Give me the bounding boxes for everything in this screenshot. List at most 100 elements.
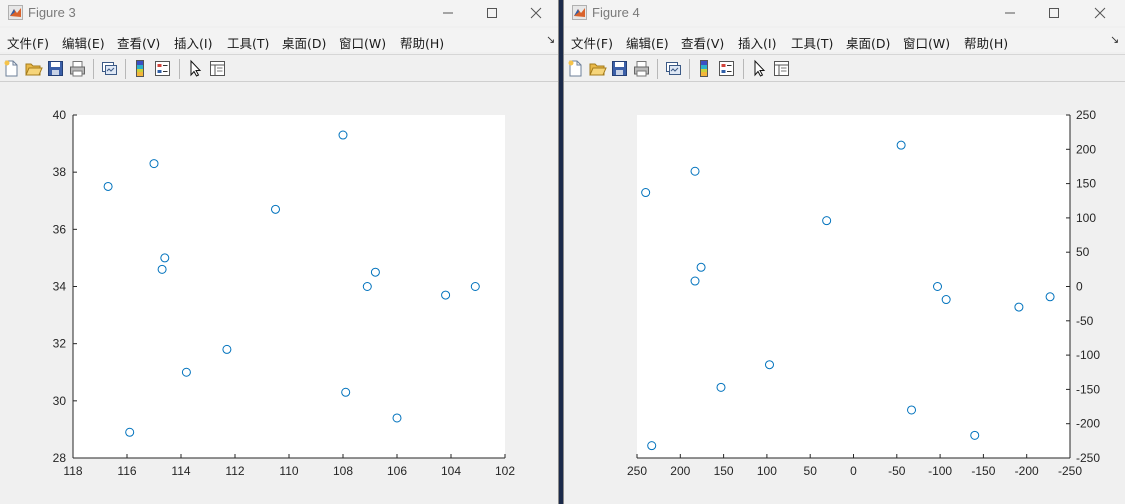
- data-point-8[interactable]: [338, 130, 348, 140]
- data-point-12[interactable]: [392, 413, 402, 423]
- minimize-button[interactable]: [988, 0, 1032, 26]
- menu-tools[interactable]: 工具(T): [791, 36, 834, 51]
- y-tick-label: -250: [1076, 451, 1100, 465]
- menu-window[interactable]: 窗口(W): [339, 36, 387, 51]
- toolbar-separator: [743, 59, 744, 79]
- data-point-7[interactable]: [822, 216, 832, 226]
- data-point-14[interactable]: [470, 282, 480, 291]
- title-bar[interactable]: Figure 3: [0, 0, 558, 26]
- colorbar-icon[interactable]: [131, 59, 150, 78]
- data-point-3[interactable]: [690, 276, 700, 286]
- data-point-10[interactable]: [362, 282, 372, 291]
- data-point-0[interactable]: [641, 188, 651, 198]
- menu-edit[interactable]: 编辑(E): [626, 36, 669, 51]
- data-point-0[interactable]: [103, 181, 113, 191]
- y-tick-label: 50: [1076, 245, 1090, 259]
- menu-tools[interactable]: 工具(T): [227, 36, 270, 51]
- print-icon[interactable]: [632, 59, 651, 78]
- menu-insert[interactable]: 插入(I): [738, 36, 777, 51]
- menu-bar: 文件(F) 编辑(E) 查看(V) 插入(I) 工具(T) 桌面(D) 窗口(W…: [564, 28, 1125, 52]
- data-point-3[interactable]: [157, 264, 167, 274]
- y-tick-label: 30: [53, 394, 67, 408]
- save-icon[interactable]: [610, 59, 629, 78]
- data-point-12[interactable]: [970, 430, 980, 440]
- link-plot-icon[interactable]: [664, 59, 683, 78]
- data-point-10[interactable]: [933, 282, 943, 291]
- menu-view[interactable]: 查看(V): [681, 36, 725, 51]
- x-tick-label: 200: [670, 464, 690, 478]
- print-icon[interactable]: [68, 59, 87, 78]
- scatter-plot-figure3[interactable]: 118 116 114 112 110 108 106 104 102 28 30 32 34 36 38 4…: [0, 83, 559, 504]
- maximize-button[interactable]: [470, 0, 514, 26]
- data-point-11[interactable]: [941, 295, 951, 305]
- data-point-1[interactable]: [690, 166, 700, 176]
- data-point-6[interactable]: [222, 344, 232, 354]
- colorbar-icon[interactable]: [695, 59, 714, 78]
- x-tick-label: -200: [1015, 464, 1039, 478]
- maximize-button[interactable]: [1032, 0, 1076, 26]
- figure-canvas[interactable]: 250 200 150 100 50 0 -50 -100 -150 -200 -250 250 200…: [564, 83, 1125, 504]
- property-editor-icon[interactable]: [208, 59, 227, 78]
- data-point-8[interactable]: [896, 140, 906, 150]
- legend-icon[interactable]: [153, 59, 172, 78]
- x-tick-label: 50: [804, 464, 818, 478]
- data-point-13[interactable]: [441, 290, 451, 300]
- x-tick-label: -250: [1058, 464, 1082, 478]
- close-button[interactable]: [1078, 0, 1122, 26]
- plot-area[interactable]: [73, 115, 505, 458]
- scatter-plot-figure4[interactable]: 250 200 150 100 50 0 -50 -100 -150 -200 -250 250 200…: [564, 83, 1125, 504]
- new-figure-icon[interactable]: [2, 59, 21, 78]
- y-tick-label: 34: [53, 280, 67, 294]
- data-point-13[interactable]: [1014, 302, 1024, 312]
- menu-help[interactable]: 帮助(H): [400, 36, 445, 51]
- y-tick-label: -100: [1076, 348, 1100, 362]
- data-point-4[interactable]: [647, 441, 657, 451]
- data-point-11[interactable]: [370, 267, 380, 277]
- property-editor-icon[interactable]: [772, 59, 791, 78]
- y-tick-label: 100: [1076, 211, 1096, 225]
- figure-canvas[interactable]: 118 116 114 112 110 108 106 104 102 28 30 32 34 36 38 4…: [0, 83, 558, 504]
- x-tick-label: -50: [888, 464, 906, 478]
- open-icon[interactable]: [588, 59, 607, 78]
- menu-bar: 文件(F) 编辑(E) 查看(V) 插入(I) 工具(T) 桌面(D) 窗口(W…: [0, 28, 558, 52]
- menu-desktop[interactable]: 桌面(D): [846, 36, 891, 51]
- y-tick-label: 38: [53, 165, 67, 179]
- data-point-1[interactable]: [149, 159, 159, 169]
- menu-file[interactable]: 文件(F): [7, 36, 49, 51]
- pointer-icon[interactable]: [186, 59, 205, 78]
- menu-view[interactable]: 查看(V): [117, 36, 161, 51]
- new-figure-icon[interactable]: [566, 59, 585, 78]
- menu-expand-arrow[interactable]: ↘: [1110, 33, 1120, 46]
- data-point-5[interactable]: [181, 367, 191, 377]
- minimize-icon: [1005, 12, 1015, 14]
- save-icon[interactable]: [46, 59, 65, 78]
- menu-help[interactable]: 帮助(H): [964, 36, 1009, 51]
- data-point-7[interactable]: [271, 204, 280, 214]
- pointer-icon[interactable]: [750, 59, 769, 78]
- toolbar-separator: [179, 59, 180, 79]
- data-point-2[interactable]: [696, 262, 706, 272]
- menu-file[interactable]: 文件(F): [571, 36, 613, 51]
- y-tick-label: 32: [53, 337, 67, 351]
- data-point-9[interactable]: [341, 387, 351, 397]
- menu-desktop[interactable]: 桌面(D): [282, 36, 327, 51]
- menu-window[interactable]: 窗口(W): [903, 36, 951, 51]
- menu-edit[interactable]: 编辑(E): [62, 36, 105, 51]
- link-plot-icon[interactable]: [100, 59, 119, 78]
- data-point-2[interactable]: [160, 253, 170, 263]
- close-icon: [530, 7, 542, 19]
- menu-expand-arrow[interactable]: ↘: [546, 33, 556, 46]
- title-bar[interactable]: Figure 4: [564, 0, 1125, 26]
- open-icon[interactable]: [24, 59, 43, 78]
- data-point-6[interactable]: [764, 360, 774, 370]
- data-point-4[interactable]: [125, 427, 135, 437]
- data-point-5[interactable]: [716, 382, 726, 392]
- close-button[interactable]: [514, 0, 558, 26]
- menu-insert[interactable]: 插入(I): [174, 36, 213, 51]
- minimize-button[interactable]: [426, 0, 470, 26]
- legend-icon[interactable]: [717, 59, 736, 78]
- toolbar-separator: [93, 59, 94, 79]
- data-point-14[interactable]: [1045, 292, 1055, 302]
- plot-area[interactable]: [637, 115, 1070, 458]
- data-point-9[interactable]: [907, 405, 917, 415]
